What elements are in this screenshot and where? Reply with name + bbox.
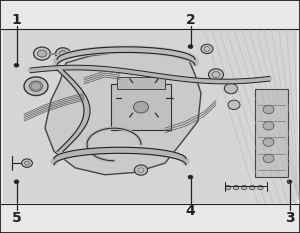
Circle shape (24, 77, 48, 96)
Circle shape (34, 47, 50, 60)
Text: 4: 4 (186, 204, 195, 218)
Text: 1: 1 (12, 13, 21, 27)
Text: 2: 2 (186, 13, 195, 27)
Circle shape (56, 48, 70, 59)
Polygon shape (45, 51, 201, 175)
Circle shape (225, 185, 231, 190)
Bar (3, 30, 297, 203)
Circle shape (263, 138, 274, 146)
Circle shape (14, 180, 19, 184)
Circle shape (59, 51, 67, 57)
Circle shape (38, 50, 46, 57)
Circle shape (134, 165, 148, 175)
Circle shape (263, 122, 274, 130)
Circle shape (287, 180, 292, 184)
Circle shape (242, 185, 247, 190)
Circle shape (263, 154, 274, 163)
Text: 5: 5 (12, 211, 21, 225)
Polygon shape (255, 89, 288, 177)
Circle shape (188, 175, 193, 179)
Circle shape (29, 81, 43, 91)
Circle shape (122, 80, 167, 115)
Circle shape (130, 87, 158, 108)
Circle shape (188, 45, 193, 48)
Text: 3: 3 (285, 211, 294, 225)
Circle shape (224, 83, 238, 94)
Circle shape (208, 69, 224, 80)
Circle shape (258, 185, 263, 190)
Circle shape (22, 159, 32, 167)
Circle shape (138, 93, 150, 103)
Bar (117, 77, 165, 89)
Bar (111, 84, 171, 130)
Circle shape (233, 185, 239, 190)
Circle shape (250, 185, 255, 190)
Circle shape (228, 100, 240, 110)
Circle shape (263, 105, 274, 114)
Circle shape (201, 44, 213, 54)
Circle shape (14, 63, 19, 67)
Circle shape (134, 101, 148, 113)
